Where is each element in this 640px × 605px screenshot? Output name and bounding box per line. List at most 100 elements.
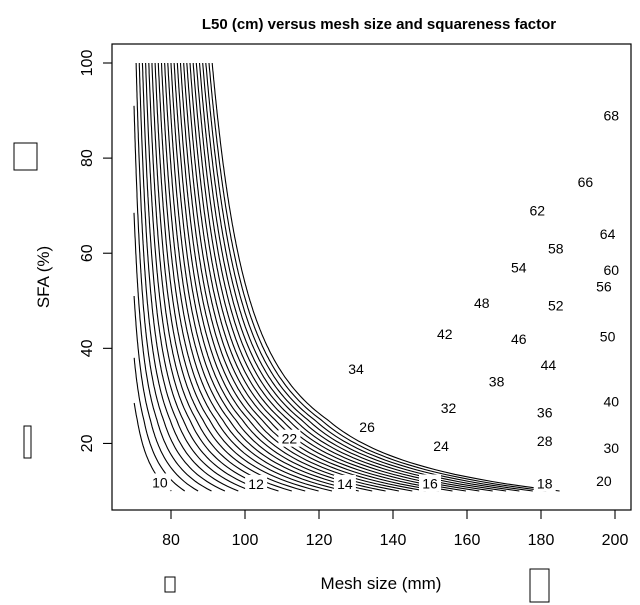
contour-label-bg-48	[470, 294, 493, 312]
x-tick-label-160: 160	[454, 532, 481, 549]
contour-line-28	[148, 62, 292, 492]
contour-line-38	[164, 62, 359, 492]
contour-line-26	[145, 62, 279, 492]
contour-label-28: 28	[537, 433, 553, 449]
contour-line-66	[208, 62, 547, 492]
contour-label-bg-40	[600, 392, 623, 410]
contour-label-16: 16	[422, 475, 438, 491]
contour-label-bg-50	[596, 327, 619, 345]
contour-line-50	[183, 62, 440, 492]
y-tick-label-100: 100	[79, 50, 96, 77]
contour-line-20	[135, 62, 239, 492]
x-tick-label-100: 100	[232, 532, 259, 549]
contour-label-56: 56	[596, 279, 612, 295]
contour-label-60: 60	[604, 262, 620, 278]
contour-label-40: 40	[604, 394, 620, 410]
contour-label-66: 66	[578, 174, 594, 190]
contour-line-44	[173, 62, 400, 492]
contour-line-48	[179, 62, 426, 492]
contour-label-10: 10	[152, 474, 168, 490]
contour-label-24: 24	[433, 438, 449, 454]
contour-label-22: 22	[282, 431, 298, 447]
contour-label-bg-44	[537, 355, 560, 373]
contour-label-bg-52	[544, 296, 567, 314]
x-tick-label-120: 120	[306, 532, 333, 549]
contour-label-bg-38	[485, 372, 508, 390]
contour-line-68	[211, 62, 560, 492]
contour-label-54: 54	[511, 259, 527, 275]
contour-label-32: 32	[441, 400, 457, 416]
contour-label-68: 68	[604, 107, 620, 123]
x-axis: 80 100 120 140 160 180 200	[162, 510, 628, 549]
contour-label-26: 26	[359, 419, 375, 435]
contour-label-bg-62	[526, 201, 549, 219]
x-tick-label-140: 140	[380, 532, 407, 549]
contour-label-58: 58	[548, 240, 564, 256]
contour-label-42: 42	[437, 326, 453, 342]
contour-label-48: 48	[474, 295, 490, 311]
contour-label-bg-14	[333, 474, 356, 492]
contour-label-50: 50	[600, 328, 616, 344]
contour-label-bg-20	[592, 472, 615, 490]
contour-label-bg-28	[533, 432, 556, 450]
contour-line-14	[133, 295, 199, 492]
contour-label-20: 20	[596, 473, 612, 489]
contour-line-62	[202, 62, 520, 492]
plot-frame	[111, 43, 632, 511]
contour-line-32	[154, 62, 319, 492]
contour-line-58	[195, 62, 493, 492]
contour-label-62: 62	[530, 202, 546, 218]
contour-label-bg-22	[278, 429, 301, 447]
contour-line-46	[176, 62, 413, 492]
contour-label-30: 30	[604, 440, 620, 456]
contour-label-64: 64	[600, 226, 616, 242]
contour-label-bg-26	[356, 417, 379, 435]
contour-label-bg-30	[600, 439, 623, 457]
x-tick-label-80: 80	[162, 532, 180, 549]
contour-line-64	[205, 62, 533, 492]
contour-label-18: 18	[537, 475, 553, 491]
contour-label-bg-58	[544, 239, 567, 257]
y-tick-label-20: 20	[79, 434, 96, 452]
contour-label-bg-32	[437, 398, 460, 416]
contour-label-38: 38	[489, 374, 505, 390]
contour-label-44: 44	[541, 357, 557, 373]
contour-label-bg-56	[592, 277, 615, 295]
contour-line-60	[198, 62, 507, 492]
contour-label-bg-16	[419, 474, 441, 492]
contour-label-bg-46	[507, 329, 530, 347]
contour-line-56	[192, 62, 480, 492]
contour-label-bg-12	[245, 474, 268, 492]
left-lower-box	[23, 425, 32, 459]
contour-label-bg-66	[574, 172, 597, 190]
contour-label-bg-34	[345, 359, 367, 377]
x-tick-label-180: 180	[528, 532, 555, 549]
y-axis: 20 40 60 80 100	[79, 50, 112, 452]
x-axis-label: Mesh size (mm)	[321, 574, 442, 593]
contour-labels: 10 12 14 16 18 20 22 24 26 28 30 32 34 36 38 40 42 44 46 48…	[148, 106, 623, 492]
contour-line-54	[189, 62, 466, 492]
y-axis-label: SFA (%)	[34, 246, 53, 308]
contour-line-52	[186, 62, 453, 492]
contour-line-16	[133, 212, 212, 492]
contour-line-36	[160, 62, 346, 492]
contour-label-bg-64	[596, 225, 619, 243]
y-tick-label-60: 60	[79, 244, 96, 262]
contour-label-bg-36	[533, 403, 556, 421]
y-tick-label-80: 80	[79, 149, 96, 167]
x-tick-label-200: 200	[602, 532, 629, 549]
contour-line-18	[133, 105, 226, 492]
contour-label-52: 52	[548, 298, 564, 314]
contour-label-bg-68	[600, 106, 623, 124]
contour-label-34: 34	[348, 361, 364, 377]
contour-line-22	[138, 63, 252, 492]
contour-label-12: 12	[248, 476, 264, 492]
bottom-left-box	[164, 576, 176, 593]
chart-title: L50 (cm) versus mesh size and squareness…	[202, 16, 556, 33]
left-upper-box	[13, 142, 38, 171]
contour-label-36: 36	[537, 405, 553, 421]
contour-line-12	[133, 357, 186, 492]
contour-line-40	[167, 62, 373, 492]
contour-line-42	[170, 62, 386, 492]
